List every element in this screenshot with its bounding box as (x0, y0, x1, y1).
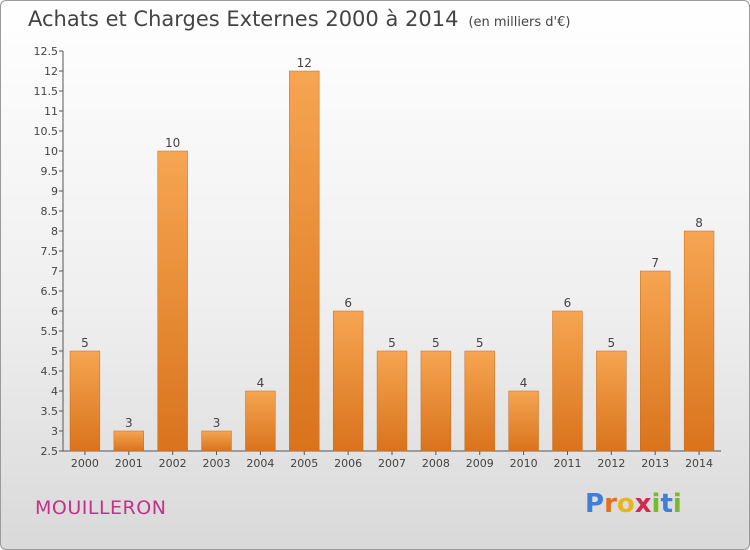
title-text: Achats et Charges Externes 2000 à 2014 (28, 7, 459, 31)
bar (683, 230, 715, 452)
bar (157, 150, 188, 452)
y-tick-label: 12 (44, 65, 58, 78)
proxiti-logo: Proxiti (585, 489, 682, 519)
x-tick-label: 2001 (115, 457, 143, 470)
x-tick-label: 2012 (597, 457, 625, 470)
logo-letter: P (585, 489, 605, 519)
bar (245, 390, 276, 452)
bar (464, 350, 495, 452)
x-tick-label: 2002 (159, 457, 187, 470)
bar-value-label: 12 (297, 56, 312, 70)
bar (113, 430, 144, 452)
y-tick-label: 3 (51, 425, 58, 438)
bar (552, 310, 583, 452)
bar-value-label: 8 (695, 216, 703, 230)
bar-value-label: 10 (165, 136, 180, 150)
bar-value-label: 6 (344, 296, 352, 310)
x-tick-label: 2014 (685, 457, 713, 470)
logo-letter: i (651, 489, 661, 519)
x-tick-label: 2000 (71, 457, 99, 470)
bar (201, 430, 232, 452)
y-tick-label: 4.5 (41, 365, 59, 378)
y-tick-label: 11 (44, 105, 58, 118)
y-tick-label: 5.5 (41, 325, 59, 338)
x-tick-label: 2007 (378, 457, 406, 470)
x-tick-label: 2008 (422, 457, 450, 470)
y-tick-label: 9.5 (41, 165, 59, 178)
unit-label: (en milliers d'€) (468, 15, 571, 30)
y-tick-label: 2.5 (41, 445, 59, 458)
y-tick-label: 8 (51, 225, 58, 238)
y-tick-label: 4 (51, 385, 58, 398)
x-tick-label: 2013 (641, 457, 669, 470)
bar (332, 310, 364, 452)
bar-value-label: 5 (388, 336, 396, 350)
bar-value-label: 7 (651, 256, 659, 270)
y-tick-label: 10.5 (34, 125, 59, 138)
bar-value-label: 5 (432, 336, 440, 350)
bar-value-label: 4 (257, 376, 265, 390)
bar (596, 350, 627, 452)
bar-value-label: 5 (81, 336, 89, 350)
y-tick-label: 9 (51, 185, 58, 198)
x-tick-label: 2010 (510, 457, 538, 470)
bar-value-label: 3 (125, 416, 133, 430)
y-tick-label: 10 (44, 145, 58, 158)
bar-value-label: 5 (476, 336, 484, 350)
bar-value-label: 3 (213, 416, 221, 430)
x-tick-label: 2009 (466, 457, 494, 470)
bar (420, 350, 452, 452)
bar (376, 350, 408, 452)
bar-value-label: 5 (608, 336, 616, 350)
x-tick-label: 2006 (334, 457, 362, 470)
commune-name: MOUILLERON (35, 497, 167, 519)
bar-value-label: 4 (520, 376, 528, 390)
y-tick-label: 7 (51, 265, 58, 278)
bar-value-label: 6 (564, 296, 572, 310)
bar (289, 70, 320, 452)
y-tick-label: 12.5 (34, 45, 59, 58)
y-tick-label: 3.5 (41, 405, 59, 418)
logo-letter: t (660, 489, 673, 519)
x-tick-label: 2011 (553, 457, 581, 470)
y-tick-label: 7.5 (41, 245, 59, 258)
y-tick-label: 6 (51, 305, 58, 318)
x-tick-label: 2003 (203, 457, 231, 470)
bar (69, 350, 101, 452)
y-tick-label: 5 (51, 345, 58, 358)
bar (640, 270, 671, 452)
logo-letter: r (604, 489, 617, 519)
logo-letter: o (616, 489, 635, 519)
x-tick-label: 2004 (246, 457, 274, 470)
logo-letter: x (634, 489, 652, 519)
chart-title: Achats et Charges Externes 2000 à 2014 (e… (28, 7, 570, 31)
bar (508, 390, 539, 452)
x-tick-label: 2005 (290, 457, 318, 470)
y-tick-label: 6.5 (41, 285, 59, 298)
y-tick-label: 8.5 (41, 205, 59, 218)
logo-letter: i (672, 489, 682, 519)
y-tick-label: 11.5 (34, 85, 59, 98)
